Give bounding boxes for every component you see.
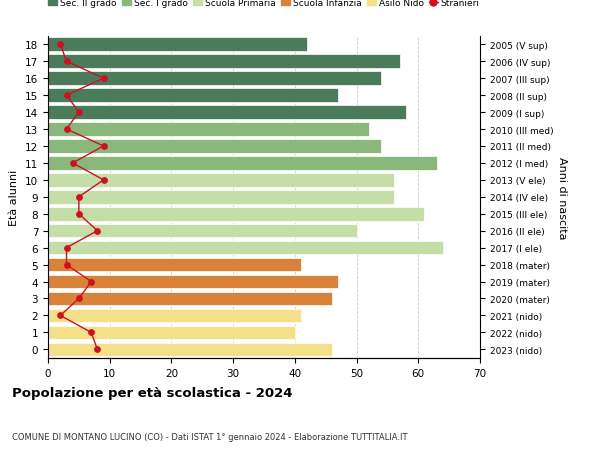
Point: [62, 126, 71, 134]
Bar: [48, 224, 356, 238]
Text: COMUNE DI MONTANO LUCINO (CO) - Dati ISTAT 1° gennaio 2024 - Elaborazione TUTTIT: COMUNE DI MONTANO LUCINO (CO) - Dati IST…: [12, 431, 407, 441]
Point: [62, 261, 71, 269]
Point: [92, 228, 102, 235]
Bar: [48, 207, 424, 221]
Point: [74, 295, 83, 302]
Point: [99, 177, 109, 184]
Bar: [48, 241, 443, 255]
Point: [86, 278, 96, 285]
Bar: [48, 174, 394, 187]
Bar: [48, 326, 295, 339]
Bar: [48, 258, 301, 272]
Point: [99, 75, 109, 83]
Bar: [48, 89, 338, 103]
Y-axis label: Età alunni: Età alunni: [10, 169, 19, 225]
Bar: [48, 190, 394, 204]
Bar: [48, 106, 406, 120]
Point: [86, 329, 96, 336]
Point: [56, 312, 65, 319]
Bar: [48, 275, 338, 289]
Point: [62, 58, 71, 66]
Legend: Sec. II grado, Sec. I grado, Scuola Primaria, Scuola Infanzia, Asilo Nido, Stran: Sec. II grado, Sec. I grado, Scuola Prim…: [49, 0, 479, 8]
Bar: [48, 72, 381, 86]
Bar: [48, 343, 332, 356]
Text: Popolazione per età scolastica - 2024: Popolazione per età scolastica - 2024: [12, 386, 293, 399]
Bar: [48, 123, 369, 136]
Y-axis label: Anni di nascita: Anni di nascita: [557, 156, 567, 239]
Point: [62, 92, 71, 100]
Point: [92, 346, 102, 353]
Bar: [48, 157, 437, 170]
Point: [56, 41, 65, 49]
Point: [99, 143, 109, 150]
Point: [74, 211, 83, 218]
Bar: [48, 56, 400, 69]
Point: [74, 194, 83, 201]
Bar: [48, 39, 307, 52]
Point: [74, 109, 83, 117]
Bar: [48, 309, 301, 323]
Point: [68, 160, 77, 167]
Point: [62, 245, 71, 252]
Bar: [48, 292, 332, 306]
Bar: [48, 140, 381, 153]
